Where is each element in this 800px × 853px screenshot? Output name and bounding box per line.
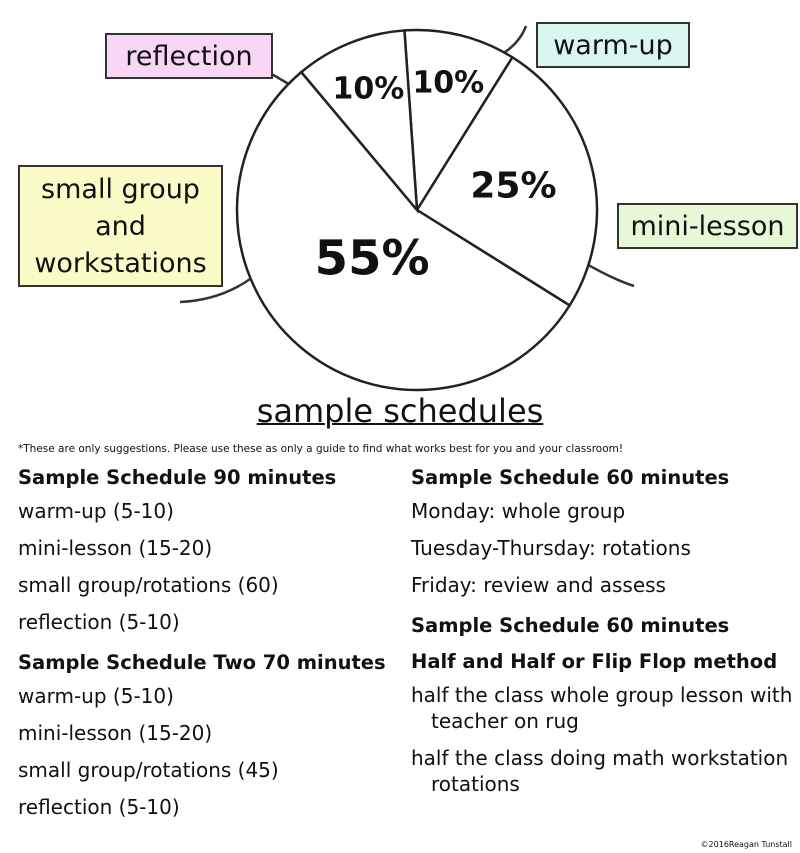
schedule-item: half the class doing math workstation ro… xyxy=(411,746,789,796)
schedule-item: warm-up (5-10) xyxy=(18,684,174,708)
pie-slice xyxy=(235,70,572,392)
schedule-column: Sample Schedule 90 minutes warm-up (5-10)… xyxy=(18,462,403,832)
schedule-item: Monday: whole group xyxy=(411,499,626,523)
pie-slice xyxy=(299,29,419,214)
category-callout: small group and workstations xyxy=(18,165,223,287)
schedule-section: Sample Schedule 60 minutes Half and Half … xyxy=(411,610,796,797)
schedule-column: Sample Schedule 60 minutes Monday: whole … xyxy=(411,462,796,809)
schedule-heading: Sample Schedule 90 minutes xyxy=(18,466,337,489)
schedule-item: Tuesday-Thursday: rotations xyxy=(411,536,691,560)
slice-label: 55% xyxy=(315,231,430,287)
section-title: sample schedules xyxy=(256,392,544,430)
category-callout: mini-lesson xyxy=(617,203,798,249)
schedule-item: reflection (5-10) xyxy=(18,610,180,634)
note: *These are only suggestions. Please use … xyxy=(18,443,624,455)
schedule-section: Sample Schedule 90 minutes warm-up (5-10)… xyxy=(18,462,403,635)
schedule-item: mini-lesson (15-20) xyxy=(18,721,213,745)
schedule-item: small group/rotations (45) xyxy=(18,758,279,782)
slice-label: 10% xyxy=(412,66,484,101)
schedule-item: half the class whole group lesson with t… xyxy=(411,683,793,733)
chart: 10% 25% 55% 10% xyxy=(179,25,635,392)
pie-slice xyxy=(415,55,599,308)
schedule-subheading: Half and Half or Flip Flop method xyxy=(411,650,778,673)
schedule-item: warm-up (5-10) xyxy=(18,499,174,523)
copyright: ©2016Reagan Tunstall xyxy=(700,840,792,849)
schedule-heading: Sample Schedule 60 minutes xyxy=(411,614,730,637)
category-callout: warm-up xyxy=(536,22,690,68)
category-callout: reflection xyxy=(105,33,273,79)
pie-slice xyxy=(403,28,515,214)
schedule-heading: Sample Schedule 60 minutes xyxy=(411,466,730,489)
schedule-section: Sample Schedule 60 minutes Monday: whole … xyxy=(411,462,796,598)
slice-label: 25% xyxy=(470,166,556,207)
slice-label: 10% xyxy=(333,71,405,106)
schedule-item: Friday: review and assess xyxy=(411,573,666,597)
schedule-item: mini-lesson (15-20) xyxy=(18,536,213,560)
schedule-section: Sample Schedule Two 70 minutes warm-up (5… xyxy=(18,647,403,820)
schedule-item: reflection (5-10) xyxy=(18,795,180,819)
schedule-item: small group/rotations (60) xyxy=(18,573,279,597)
schedule-heading: Sample Schedule Two 70 minutes xyxy=(18,651,386,674)
